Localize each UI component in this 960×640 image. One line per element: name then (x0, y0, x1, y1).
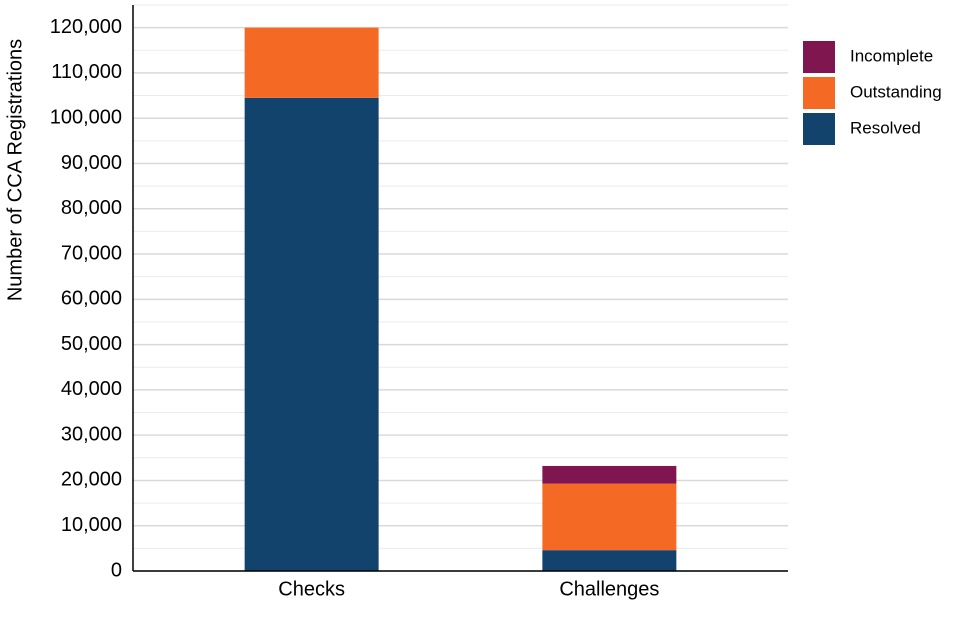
bar-segment (542, 465, 677, 484)
x-tick-label: Checks (278, 578, 345, 600)
y-tick-label: 20,000 (61, 469, 122, 491)
legend-swatch (803, 41, 835, 73)
legend-swatch (803, 77, 835, 109)
y-tick-label: 120,000 (50, 16, 122, 38)
y-tick-label: 0 (111, 559, 122, 581)
bar-segment (542, 550, 677, 571)
y-tick-label: 10,000 (61, 514, 122, 536)
bar-segment (244, 27, 379, 98)
y-axis-title: Number of CCA Registrations (4, 39, 26, 301)
y-tick-label: 80,000 (61, 197, 122, 219)
y-tick-label: 90,000 (61, 152, 122, 174)
y-tick-label: 100,000 (50, 106, 122, 128)
legend-swatch (803, 113, 835, 145)
bar-segment (542, 483, 677, 551)
y-tick-label: 40,000 (61, 378, 122, 400)
y-tick-label: 110,000 (51, 61, 122, 83)
legend-label: Outstanding (850, 82, 942, 101)
y-tick-label: 60,000 (61, 288, 122, 310)
x-tick-label: Challenges (559, 578, 659, 600)
legend-label: Resolved (850, 118, 921, 137)
y-tick-label: 50,000 (61, 333, 122, 355)
bar-segment (244, 97, 379, 571)
y-tick-label: 30,000 (61, 423, 122, 445)
legend-label: Incomplete (850, 46, 933, 65)
y-tick-label: 70,000 (61, 242, 122, 264)
